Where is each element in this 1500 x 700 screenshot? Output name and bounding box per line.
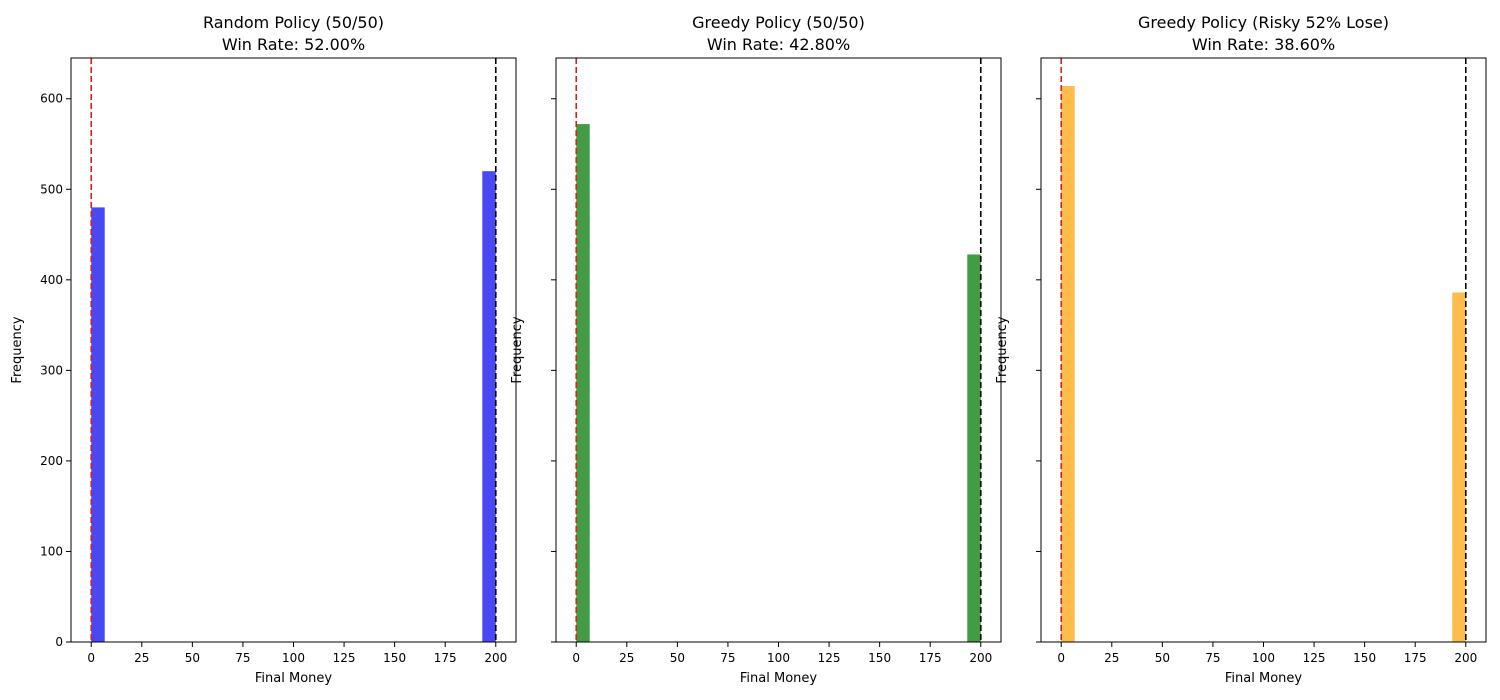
subplot-subtitle: Win Rate: 52.00%	[222, 35, 365, 54]
subplot-title: Greedy Policy (50/50)	[692, 13, 865, 32]
x-tick-label: 25	[134, 651, 149, 665]
x-tick-label: 0	[87, 651, 95, 665]
x-tick-label: 0	[572, 651, 580, 665]
y-tick-label: 200	[40, 454, 63, 468]
x-tick-label: 200	[969, 651, 992, 665]
subplot-2: Greedy Policy (50/50) Win Rate: 42.80% 0 25…	[510, 13, 1002, 686]
subplot-subtitle: Win Rate: 42.80%	[707, 35, 850, 54]
y-axis-label: Frequency	[510, 316, 525, 383]
x-tick-label: 125	[1303, 651, 1326, 665]
subplot-title: Greedy Policy (Risky 52% Lose)	[1138, 13, 1389, 32]
y-tick-label: 0	[55, 635, 63, 649]
subplot-title: Random Policy (50/50)	[203, 13, 384, 32]
y-tick-label: 500	[40, 182, 63, 196]
x-tick-label: 100	[1252, 651, 1275, 665]
x-tick-label: 75	[720, 651, 735, 665]
histogram-bar	[576, 124, 590, 642]
x-axis-label: Final Money	[255, 671, 333, 686]
x-axis-label: Final Money	[740, 671, 818, 686]
axes-frame	[1040, 57, 1487, 643]
x-tick-label: 75	[235, 651, 250, 665]
x-tick-label: 50	[1155, 651, 1170, 665]
histogram-bar	[1452, 292, 1466, 642]
x-axis-label: Final Money	[1225, 671, 1303, 686]
x-tick-label: 175	[919, 651, 942, 665]
histogram-bar	[91, 207, 105, 642]
subplot-3: Greedy Policy (Risky 52% Lose) Win Rate: …	[995, 13, 1487, 686]
x-tick-label: 50	[185, 651, 200, 665]
x-tick-label: 125	[333, 651, 356, 665]
x-tick-label: 25	[619, 651, 634, 665]
y-tick-label: 600	[40, 92, 63, 106]
x-tick-label: 50	[670, 651, 685, 665]
x-tick-label: 125	[818, 651, 841, 665]
x-tick-label: 25	[1104, 651, 1119, 665]
x-tick-label: 200	[1454, 651, 1477, 665]
x-tick-label: 175	[434, 651, 457, 665]
y-tick-label: 300	[40, 363, 63, 377]
x-tick-label: 100	[767, 651, 790, 665]
histogram-bar	[967, 254, 981, 642]
x-tick-label: 200	[484, 651, 507, 665]
x-tick-label: 100	[282, 651, 305, 665]
x-tick-label: 150	[868, 651, 891, 665]
y-axis-label: Frequency	[10, 316, 25, 383]
axes-frame	[555, 57, 1002, 643]
x-tick-label: 175	[1404, 651, 1427, 665]
histogram-bar	[1061, 86, 1075, 642]
y-tick-label: 100	[40, 544, 63, 558]
x-tick-label: 75	[1205, 651, 1220, 665]
x-tick-label: 150	[383, 651, 406, 665]
axes-frame	[70, 57, 517, 643]
subplot-1: Random Policy (50/50) Win Rate: 52.00% 0 25…	[10, 13, 517, 686]
subplot-subtitle: Win Rate: 38.60%	[1192, 35, 1335, 54]
y-tick-label: 400	[40, 273, 63, 287]
x-tick-label: 0	[1057, 651, 1065, 665]
x-tick-label: 150	[1353, 651, 1376, 665]
y-axis-label: Frequency	[995, 316, 1010, 383]
histogram-bar	[482, 171, 496, 643]
